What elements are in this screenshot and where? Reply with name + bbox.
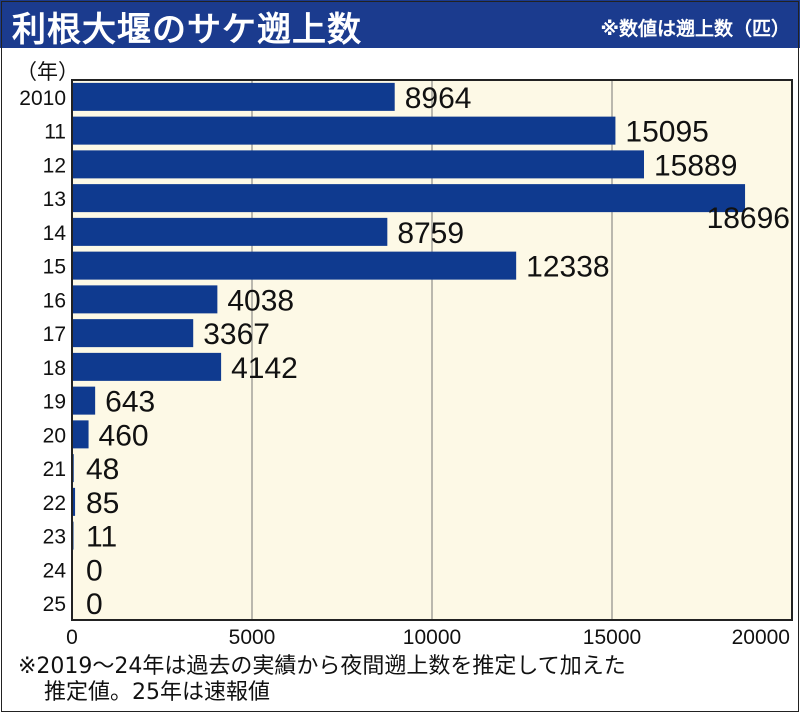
title-bar: 利根大堰のサケ遡上数 ※数値は遡上数（匹） [0,0,800,50]
y-tick-label: 16 [43,289,66,312]
y-tick-label: 25 [43,593,66,616]
data-label: 3367 [203,318,270,351]
data-label: 643 [105,386,155,419]
data-label: 15095 [625,116,708,149]
bar [72,116,616,145]
y-tick-label: 11 [44,121,66,144]
bar [72,82,395,111]
plot-border [71,79,793,621]
data-label: 460 [99,419,149,452]
data-label: 11 [86,521,117,554]
data-label: 8759 [397,217,464,250]
bar [72,285,218,314]
footnote-line-1: ※2019～24年は過去の実績から夜間遡上数を推定して加えた [18,654,626,679]
bar [72,150,645,179]
x-tick-label: 15000 [583,626,641,649]
bar [72,319,194,348]
y-tick-label: 22 [43,492,66,515]
data-label: 0 [86,554,103,587]
data-label: 4038 [227,284,294,317]
y-tick-label: 13 [43,188,66,211]
data-label: 18696 [707,202,790,235]
footnote-line-2: 推定値。25年は速報値 [44,680,270,705]
y-tick-label: 14 [43,222,67,245]
footnote: ※2019～24年は過去の実績から夜間遡上数を推定して加えた 推定値。25年は速… [18,654,626,706]
bar [72,217,388,246]
data-label: 8964 [405,82,472,115]
x-tick-label: 20000 [732,626,790,649]
bar [72,386,96,415]
bar [72,487,76,516]
y-tick-label: 24 [43,559,67,582]
y-tick-label: 12 [43,154,66,177]
chart-title: 利根大堰のサケ遡上数 [12,10,362,50]
bar [72,420,89,449]
y-tick-label: 17 [43,323,66,346]
y-tick-label: 21 [43,458,66,481]
y-tick-label: 15 [43,256,66,279]
unit-note: ※数値は遡上数（匹） [600,18,790,40]
data-label: 4142 [231,352,298,385]
data-label: 48 [86,453,119,486]
data-label: 85 [86,487,119,520]
y-tick-label: 2010 [19,87,66,110]
y-tick-label: 19 [43,391,66,414]
data-label: 15889 [654,149,737,182]
data-label: 12338 [526,251,609,284]
bar [72,352,222,381]
y-tick-label: 18 [43,357,66,380]
bar [72,184,746,213]
bar [72,251,517,280]
y-axis-label: （年） [16,60,79,84]
y-tick-label: 20 [43,424,66,447]
x-tick-label: 0 [66,626,78,649]
x-tick-label: 5000 [229,626,276,649]
data-label: 0 [86,588,103,621]
y-tick-label: 23 [43,526,66,549]
x-tick-label: 10000 [403,626,461,649]
